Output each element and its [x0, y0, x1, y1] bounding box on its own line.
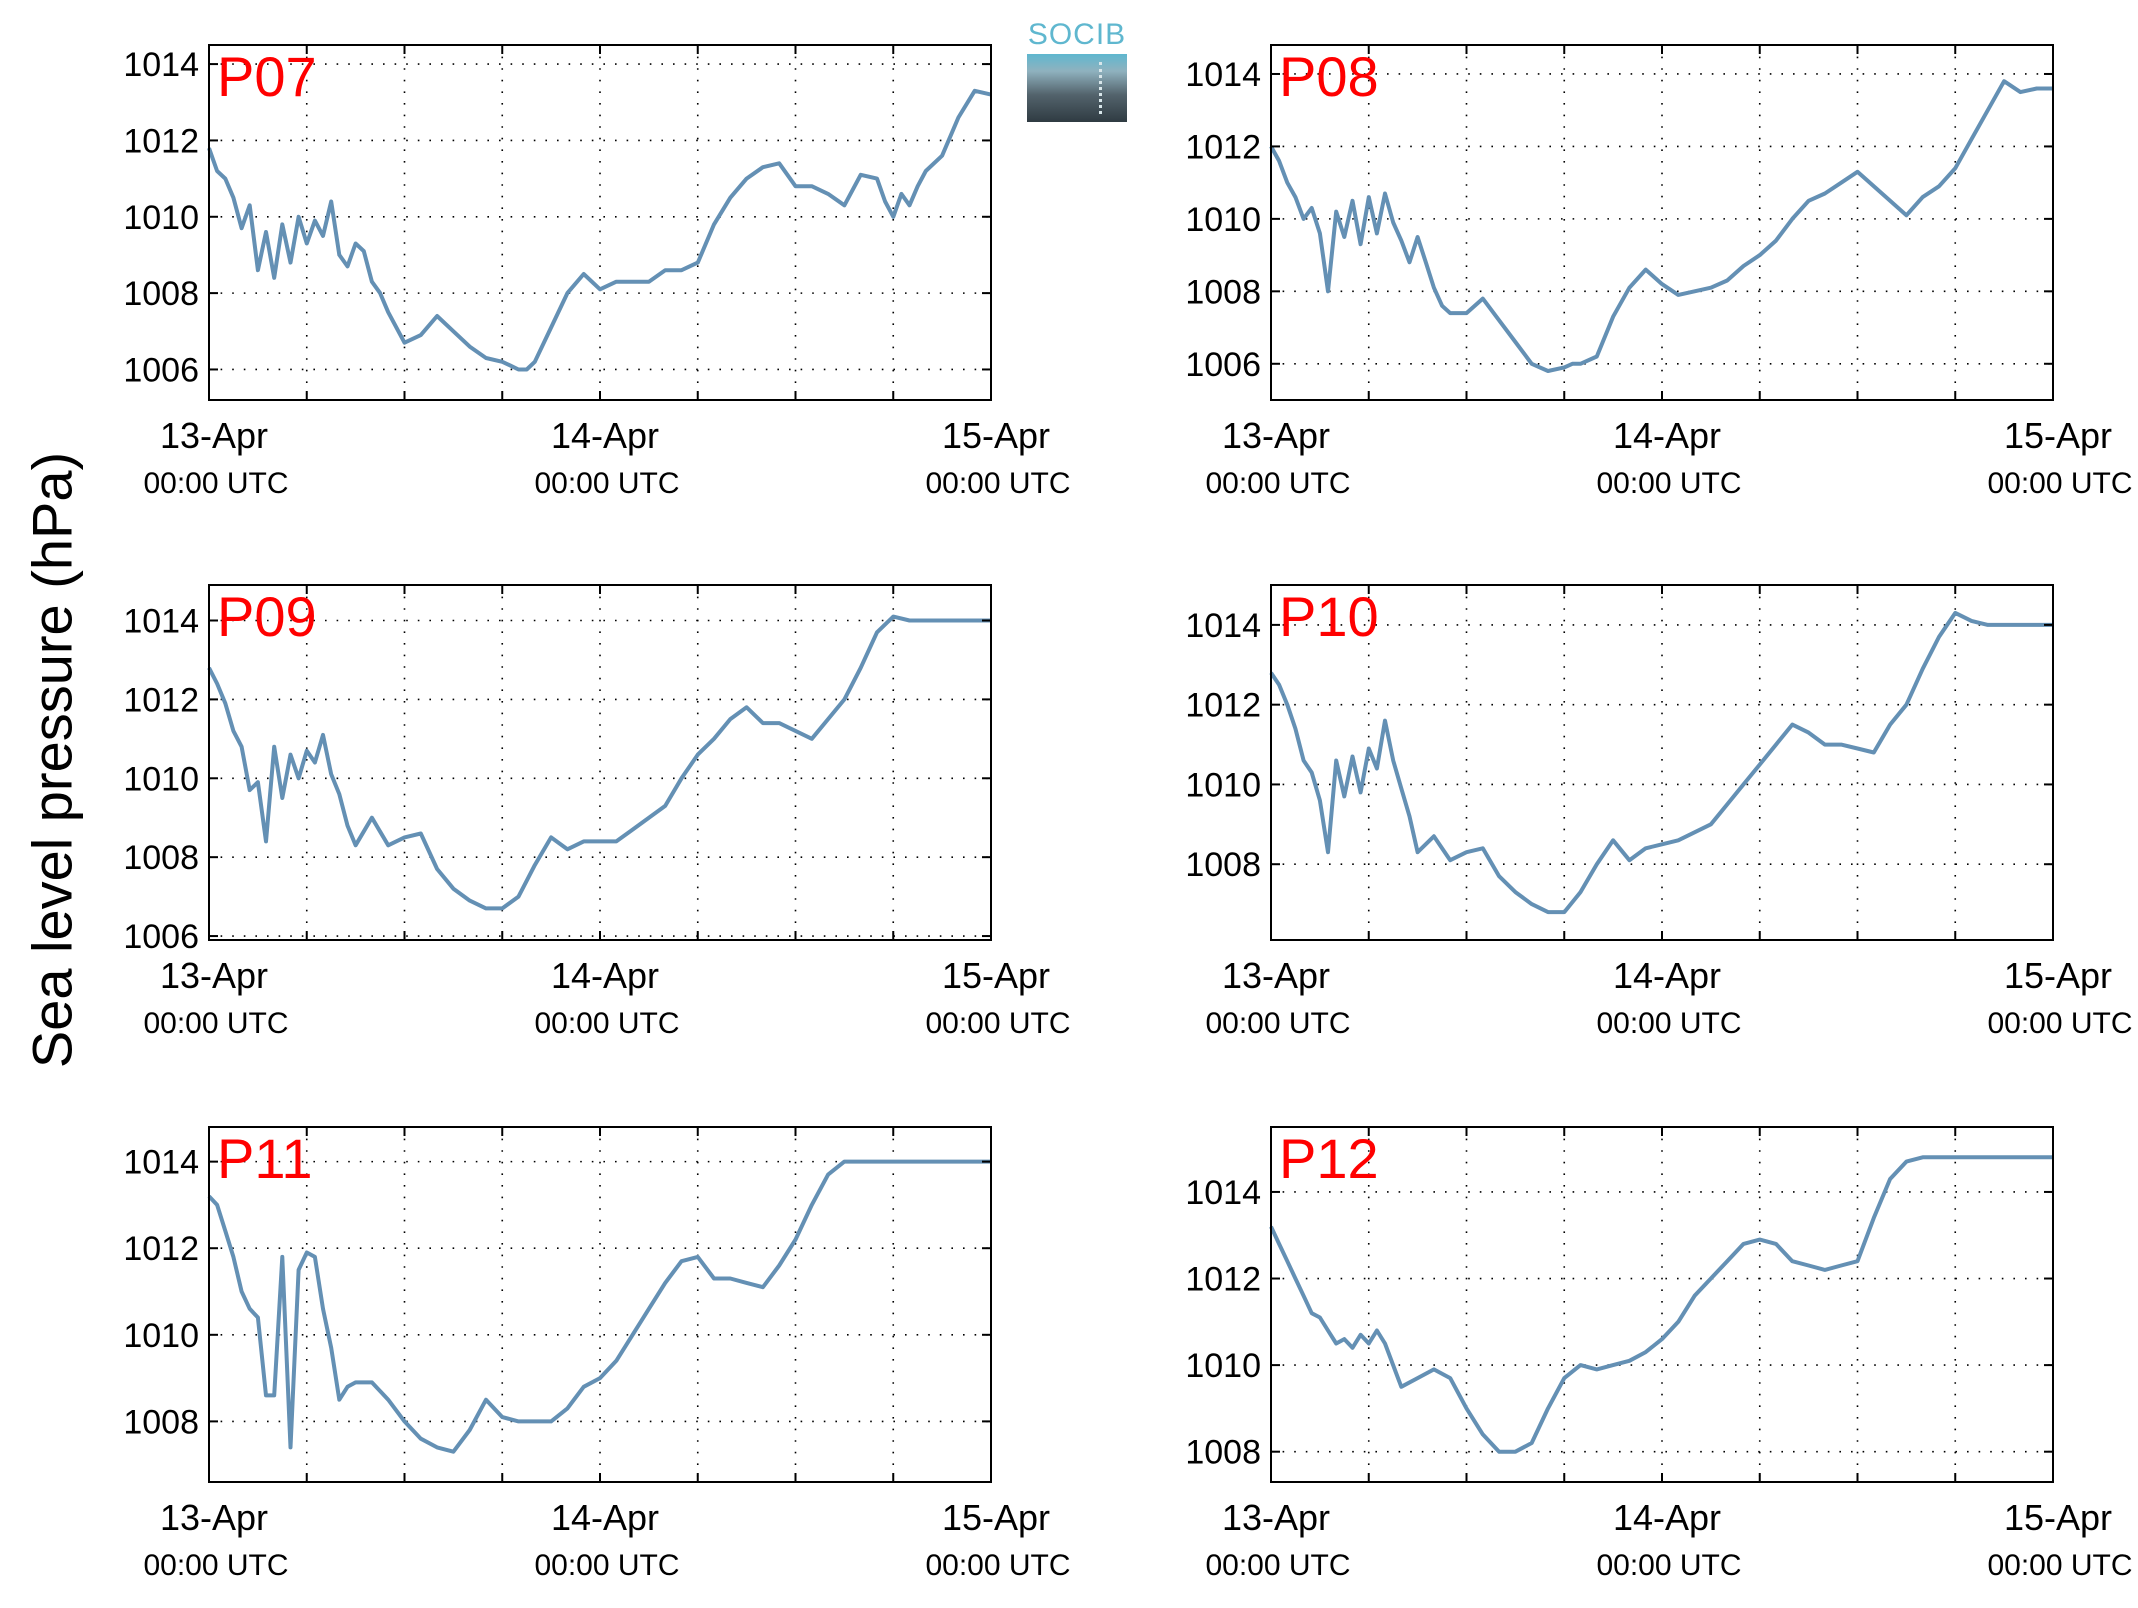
- x-tick-label: 14-Apr: [551, 955, 659, 996]
- socib-logo: SOCIB: [1027, 18, 1127, 122]
- x-tick-label: 13-Apr: [1222, 1497, 1330, 1538]
- y-tick-label: 1010: [123, 199, 199, 237]
- x-subtick-label: 00:00 UTC: [1987, 1007, 2132, 1040]
- x-subtick-label: 00:00 UTC: [534, 1007, 679, 1040]
- y-tick-label: 1008: [1185, 846, 1261, 884]
- panel-label: P09: [217, 585, 317, 648]
- y-tick-label: 1008: [1185, 1434, 1261, 1472]
- y-tick-label: 1012: [123, 1230, 199, 1268]
- y-tick-label: 1012: [1185, 1261, 1261, 1299]
- y-tick-label: 1014: [1185, 607, 1261, 645]
- y-tick-label: 1006: [123, 351, 199, 389]
- y-tick-label: 1014: [123, 603, 199, 641]
- y-tick-label: 1010: [1185, 766, 1261, 804]
- x-subtick-label: 00:00 UTC: [925, 1007, 1070, 1040]
- y-tick-label: 1012: [1185, 128, 1261, 166]
- panel-p12: 1008 1010 1012 1014 13-Apr 00:00 UTC 14-Apr 00:…: [1185, 1126, 2133, 1582]
- panel-p11: 1008 1010 1012 1014 13-Apr 00:00 UTC 14-Apr 00:…: [123, 1126, 1071, 1582]
- x-subtick-label: 00:00 UTC: [1205, 467, 1350, 500]
- panel-label: P11: [217, 1127, 312, 1190]
- y-tick-label: 1010: [123, 1317, 199, 1355]
- panel-p09: 1006 1008 1010 1012 1014 13-Apr 00:00 UTC 14-Ap…: [123, 584, 1071, 1040]
- series-line: [1269, 79, 2053, 373]
- x-subtick-label: 00:00 UTC: [534, 467, 679, 500]
- x-subtick-label: 00:00 UTC: [143, 467, 288, 500]
- y-tick-label: 1006: [1185, 346, 1261, 384]
- x-tick-label: 14-Apr: [551, 415, 659, 456]
- panel-label: P12: [1279, 1127, 1379, 1190]
- x-subtick-label: 00:00 UTC: [143, 1007, 288, 1040]
- x-subtick-label: 00:00 UTC: [1596, 1549, 1741, 1582]
- x-subtick-label: 00:00 UTC: [1205, 1549, 1350, 1582]
- y-tick-label: 1010: [1185, 1347, 1261, 1385]
- panel-p10: 1008 1010 1012 1014 13-Apr 00:00 UTC 14-Apr 00:…: [1185, 584, 2133, 1040]
- x-tick-label: 13-Apr: [160, 415, 268, 456]
- x-subtick-label: 00:00 UTC: [1205, 1007, 1350, 1040]
- panel-p08: 1006 1008 1010 1012 1014 13-Apr 00:00 UTC 14-Ap…: [1185, 44, 2133, 500]
- x-tick-label: 14-Apr: [1613, 1497, 1721, 1538]
- series-line: [207, 1159, 991, 1454]
- x-tick-label: 13-Apr: [1222, 415, 1330, 456]
- x-tick-label: 13-Apr: [160, 1497, 268, 1538]
- x-tick-label: 14-Apr: [1613, 955, 1721, 996]
- y-tick-label: 1008: [123, 839, 199, 877]
- x-tick-label: 13-Apr: [160, 955, 268, 996]
- y-tick-label: 1010: [123, 760, 199, 798]
- panel-label: P07: [217, 45, 317, 108]
- panel-label: P08: [1279, 45, 1379, 108]
- x-tick-label: 15-Apr: [2004, 415, 2112, 456]
- x-tick-label: 15-Apr: [942, 1497, 1050, 1538]
- x-subtick-label: 00:00 UTC: [1596, 1007, 1741, 1040]
- x-tick-label: 15-Apr: [942, 415, 1050, 456]
- x-tick-label: 15-Apr: [942, 955, 1050, 996]
- y-tick-label: 1014: [123, 1144, 199, 1182]
- y-tick-label: 1012: [123, 681, 199, 719]
- y-tick-label: 1008: [123, 1403, 199, 1441]
- x-tick-label: 15-Apr: [2004, 1497, 2112, 1538]
- x-tick-label: 15-Apr: [2004, 955, 2112, 996]
- x-subtick-label: 00:00 UTC: [143, 1549, 288, 1582]
- y-tick-label: 1010: [1185, 201, 1261, 239]
- x-subtick-label: 00:00 UTC: [534, 1549, 679, 1582]
- y-axis-label: Sea level pressure (hPa): [20, 451, 84, 1069]
- x-tick-label: 14-Apr: [1613, 415, 1721, 456]
- y-tick-label: 1008: [123, 275, 199, 313]
- x-subtick-label: 00:00 UTC: [1987, 467, 2132, 500]
- x-subtick-label: 00:00 UTC: [1596, 467, 1741, 500]
- x-subtick-label: 00:00 UTC: [925, 467, 1070, 500]
- logo-text: SOCIB: [1027, 18, 1127, 51]
- x-subtick-label: 00:00 UTC: [1987, 1549, 2132, 1582]
- series-line: [1269, 610, 2053, 915]
- y-tick-label: 1014: [1185, 56, 1261, 94]
- x-tick-label: 14-Apr: [551, 1497, 659, 1538]
- y-tick-label: 1008: [1185, 273, 1261, 311]
- x-tick-label: 13-Apr: [1222, 955, 1330, 996]
- x-subtick-label: 00:00 UTC: [925, 1549, 1070, 1582]
- y-tick-label: 1012: [1185, 687, 1261, 725]
- series-line: [1269, 1155, 2053, 1454]
- series-line: [207, 88, 992, 372]
- y-tick-label: 1006: [123, 918, 199, 956]
- y-tick-label: 1012: [123, 122, 199, 160]
- panel-label: P10: [1279, 585, 1379, 648]
- y-tick-label: 1014: [1185, 1174, 1261, 1212]
- logo-graphic: [1027, 54, 1127, 122]
- series-line: [207, 614, 991, 911]
- y-tick-label: 1014: [123, 46, 199, 84]
- panel-p07: 1006 1008 1010 1012 1014 13-Apr 00:00 UTC 14-Ap…: [123, 44, 1071, 500]
